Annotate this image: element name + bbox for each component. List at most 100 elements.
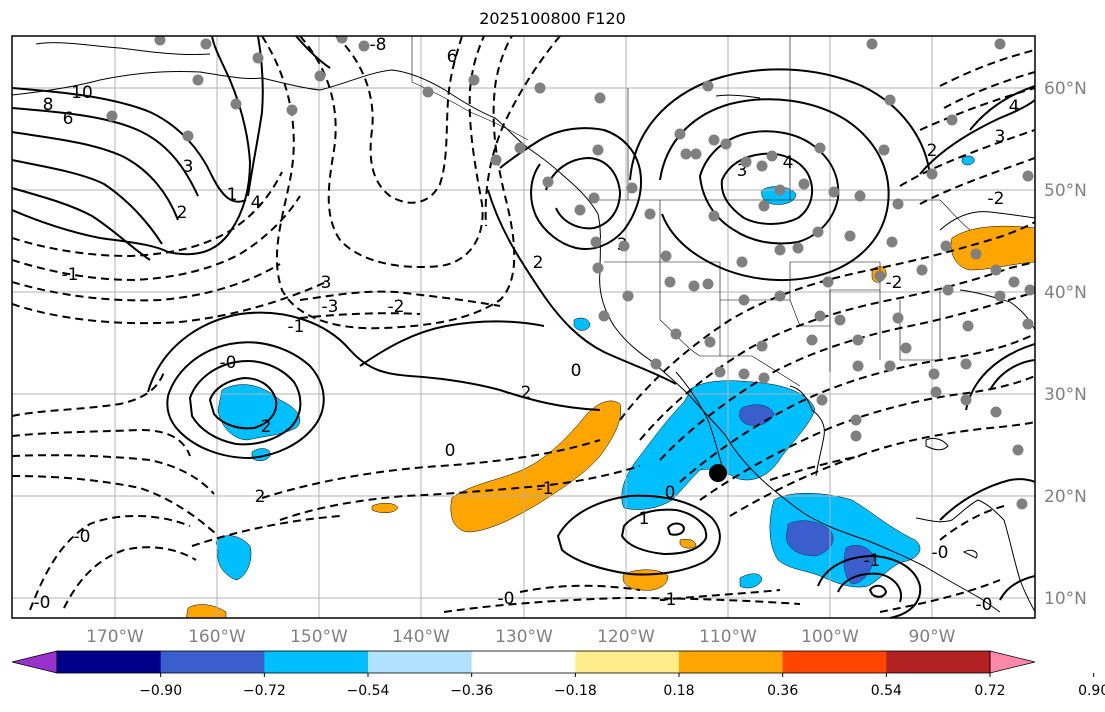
colorbar-segment <box>368 651 473 673</box>
station-dot <box>702 80 714 92</box>
station-dot <box>962 320 974 332</box>
station-dot <box>598 310 610 322</box>
station-dot <box>916 264 928 276</box>
anomaly-negative-patch <box>769 493 921 588</box>
station-dot <box>774 244 786 256</box>
station-dot <box>878 144 890 156</box>
contour-label: -2 <box>886 273 903 293</box>
anomaly-positive-patch <box>186 604 227 618</box>
latitude-label: 40°N <box>1044 283 1087 303</box>
contour-label: 3 <box>995 127 1006 147</box>
contour-label: -0 <box>498 589 515 609</box>
anomaly-positive-patch <box>371 503 399 513</box>
longitude-label: 170°W <box>86 627 144 647</box>
station-dot <box>940 240 952 252</box>
latitude-label: 60°N <box>1044 79 1087 99</box>
colorbar-segment <box>782 651 887 673</box>
station-dot <box>534 82 546 94</box>
station-dot <box>106 110 118 122</box>
station-dot <box>834 314 846 326</box>
latitude-label: 30°N <box>1044 385 1087 405</box>
contour-label: 10 <box>71 83 93 103</box>
contour-label: 0 <box>571 361 582 381</box>
longitude-label: 160°W <box>188 627 246 647</box>
anomaly-negative-patch <box>217 384 301 441</box>
latitude-label: 10°N <box>1044 589 1087 609</box>
station-dot <box>714 366 726 378</box>
station-dot <box>680 148 692 160</box>
station-dot <box>960 358 972 370</box>
station-dot <box>592 262 604 274</box>
map-title: 2025100800 F120 <box>479 9 626 28</box>
longitude-label: 110°W <box>699 627 757 647</box>
station-dot <box>960 394 972 406</box>
station-dot <box>670 328 682 340</box>
longitude-label: 90°W <box>909 627 956 647</box>
station-dot <box>286 104 298 116</box>
station-dot <box>814 310 826 322</box>
station-dot <box>574 204 586 216</box>
station-dot <box>622 290 634 302</box>
colorbar-border <box>56 650 991 674</box>
contour-label: -0 <box>976 595 993 615</box>
station-dot <box>756 340 768 352</box>
anomaly-positive-patch <box>679 539 697 549</box>
contour-label: 6 <box>447 47 458 67</box>
contour-label: -1 <box>537 479 554 499</box>
anomaly-negative-patch <box>573 317 591 331</box>
station-dot <box>740 156 752 168</box>
contour-label: 1 <box>227 185 238 205</box>
contour-label: 3 <box>183 157 194 177</box>
colorbar-tick-label: −0.90 <box>139 683 182 699</box>
colorbar-segment <box>57 651 162 673</box>
contour-label: 0 <box>665 483 676 503</box>
contour-label: 2 <box>521 383 532 403</box>
station-dot <box>618 240 630 252</box>
colorbar-tick-label: −0.54 <box>347 683 390 699</box>
contour-label: -1 <box>62 265 79 285</box>
station-dot <box>594 92 606 104</box>
station-dot <box>942 284 954 296</box>
station-dot <box>900 342 912 354</box>
station-dot <box>590 236 602 248</box>
contour-label: 1 <box>639 509 650 529</box>
anomaly-fill-layer <box>186 155 1035 618</box>
station-dot <box>852 334 864 346</box>
station-dot <box>886 236 898 248</box>
station-dot <box>930 386 942 398</box>
station-dot <box>336 36 348 44</box>
colorbar-extend-low <box>11 650 58 674</box>
station-dot <box>928 368 940 380</box>
station-dot <box>990 406 1002 418</box>
anomaly-negative-patch <box>215 535 252 581</box>
contour-label: -0 <box>220 353 237 373</box>
station-dot <box>688 280 700 292</box>
colorbar-tick-labels: −0.90 −0.72 −0.54 −0.36 −0.18 0.18 0.36 0.54 0.7… <box>139 673 1105 699</box>
station-dot <box>774 290 786 302</box>
station-dot <box>230 98 242 110</box>
station-dot <box>1022 170 1034 182</box>
contour-label: 8 <box>43 95 54 115</box>
contour-label: -1 <box>660 590 677 610</box>
contour-label: 2 <box>927 141 938 161</box>
station-dot <box>1022 318 1034 330</box>
contour-label: -0 <box>74 527 91 547</box>
contour-label: -0 <box>932 543 949 563</box>
contour-label: 4 <box>1009 97 1020 117</box>
station-markers <box>106 36 1035 510</box>
station-dot <box>822 276 834 288</box>
station-dot <box>758 372 770 384</box>
station-dot <box>892 198 904 210</box>
colorbar-tick-label: 0.90 <box>1078 683 1105 699</box>
longitude-label: 130°W <box>495 627 553 647</box>
latitude-axis-labels: 60°N 50°N 40°N 30°N 20°N 10°N <box>1044 79 1087 609</box>
contour-label: -3 <box>322 297 339 317</box>
station-dot <box>816 394 828 406</box>
colorbar-tick-label: 0.36 <box>767 683 798 699</box>
station-dot <box>994 38 1006 50</box>
contour-label: -1 <box>864 551 881 571</box>
station-dot <box>592 144 604 156</box>
station-dot <box>852 360 864 372</box>
